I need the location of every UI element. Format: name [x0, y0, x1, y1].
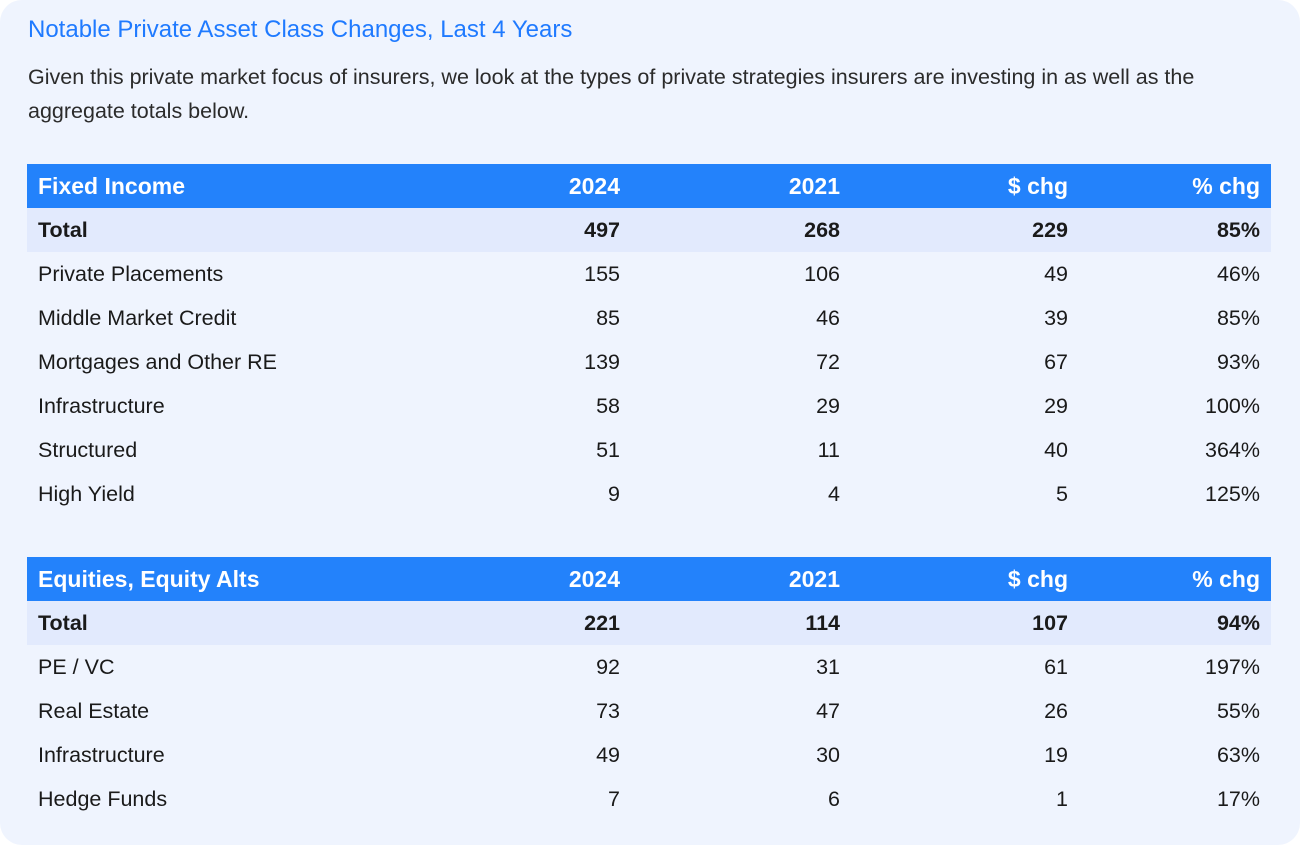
table-cell: 364%: [1205, 438, 1260, 462]
table-cell: 155: [584, 262, 620, 286]
table-row: PE / VC 92 31 61 197%: [27, 645, 1271, 689]
column-header: Fixed Income: [38, 173, 185, 199]
table-cell: 100%: [1205, 394, 1260, 418]
table-cell: 229: [1032, 218, 1068, 242]
table-cell: 39: [1044, 306, 1068, 330]
table-cell: 46%: [1216, 262, 1260, 286]
table-cell: 67: [1044, 350, 1068, 374]
table-cell: 5: [1056, 482, 1068, 506]
table-total-row: Total 497 268 229 85%: [27, 208, 1271, 252]
table-cell: 29: [816, 394, 840, 418]
table-header-row: Fixed Income 2024 2021 $ chg % chg: [27, 164, 1271, 208]
table-cell: 197%: [1205, 655, 1260, 679]
table-cell: 63%: [1216, 743, 1260, 767]
table-cell: 47: [816, 699, 840, 723]
column-header: % chg: [1192, 173, 1260, 199]
table-cell: Private Placements: [38, 262, 224, 286]
table-cell: 51: [596, 438, 620, 462]
table-row: Middle Market Credit 85 46 39 85%: [27, 296, 1271, 340]
table-cell: 92: [596, 655, 620, 679]
table-row: Real Estate 73 47 26 55%: [27, 689, 1271, 733]
column-header: 2021: [788, 173, 840, 199]
table-row: Hedge Funds 7 6 1 17%: [27, 777, 1271, 821]
table-cell: 49: [1044, 262, 1068, 286]
table-row: Mortgages and Other RE 139 72 67 93%: [27, 340, 1271, 384]
table-cell: Middle Market Credit: [38, 306, 237, 330]
table-cell: 9: [608, 482, 620, 506]
table-cell: 19: [1044, 743, 1068, 767]
column-header: Equities, Equity Alts: [38, 566, 260, 592]
table-cell: 55%: [1216, 699, 1260, 723]
table-cell: Structured: [38, 438, 138, 462]
table-cell: 17%: [1216, 787, 1260, 811]
table-cell: 93%: [1216, 350, 1260, 374]
table-cell: 30: [816, 743, 840, 767]
table-cell: 46: [816, 306, 840, 330]
table-cell: 11: [817, 438, 840, 462]
fixed-income-table: Fixed Income 2024 2021 $ chg% chg Total 497 26…: [27, 164, 1271, 516]
table-cell: 114: [805, 611, 840, 635]
table-cell: 1: [1056, 787, 1068, 811]
column-header: % chg: [1192, 566, 1260, 592]
table-cell: Infrastructure: [38, 743, 165, 767]
table-cell: 94%: [1216, 611, 1260, 635]
table-cell: Hedge Funds: [38, 787, 168, 811]
table-cell: 107: [1032, 611, 1068, 635]
table-cell: 72: [816, 350, 840, 374]
table-cell: 268: [804, 218, 840, 242]
table-cell: 85: [596, 306, 620, 330]
table-cell: Mortgages and Other RE: [38, 350, 278, 374]
table-cell: 26: [1044, 699, 1068, 723]
equities-table: Equities, Equity Alts 2024 2021 $ chg % chg T…: [27, 557, 1271, 821]
table-cell: 31: [816, 655, 840, 679]
page-title: Notable Private Asset Class Changes, Las…: [28, 16, 573, 43]
column-header: 2021: [788, 566, 840, 592]
table-cell: 61: [1044, 655, 1068, 679]
table-cell: 221: [584, 611, 620, 635]
table-cell: 73: [596, 699, 620, 723]
table-header-row: Equities, Equity Alts 2024 2021 $ chg % chg: [27, 557, 1271, 601]
table-cell: 85%: [1216, 218, 1260, 242]
table-cell: 85%: [1216, 306, 1260, 330]
table-cell: 6: [828, 787, 840, 811]
column-header: 2024: [568, 173, 620, 199]
table-row: Private Placements 155 106 49 46%: [27, 252, 1271, 296]
table-row: Infrastructure 58 29 29 100%: [27, 384, 1271, 428]
table-row: Infrastructure 49 30 19 63%: [27, 733, 1271, 777]
table-cell: High Yield: [38, 482, 135, 506]
table-cell: 29: [1044, 394, 1068, 418]
column-header: $ chg: [1007, 566, 1068, 592]
table-cell: Real Estate: [38, 699, 150, 723]
table-cell: 58: [596, 394, 620, 418]
column-header: $ chg: [1007, 173, 1068, 199]
table-cell: 497: [584, 218, 620, 242]
table-cell: Infrastructure: [38, 394, 165, 418]
table-cell: 40: [1044, 438, 1068, 462]
table-row: High Yield 9 4 5 125%: [27, 472, 1271, 516]
column-header: 2024: [568, 566, 620, 592]
table-cell: 4: [828, 482, 840, 506]
table-cell: 49: [596, 743, 620, 767]
table-row: Structured 51 11 40 364%: [27, 428, 1271, 472]
table-cell: 139: [584, 350, 620, 374]
table-cell: 7: [608, 787, 620, 811]
intro-paragraph: Given this private market focus of insur…: [28, 65, 1195, 123]
table-cell: 125%: [1205, 482, 1260, 506]
table-cell: 106: [804, 262, 840, 286]
table-cell: Total: [38, 611, 88, 635]
table-cell: PE / VC: [38, 655, 115, 679]
table-cell: Total: [38, 218, 88, 242]
table-total-row: Total 221 114 107 94%: [27, 601, 1271, 645]
